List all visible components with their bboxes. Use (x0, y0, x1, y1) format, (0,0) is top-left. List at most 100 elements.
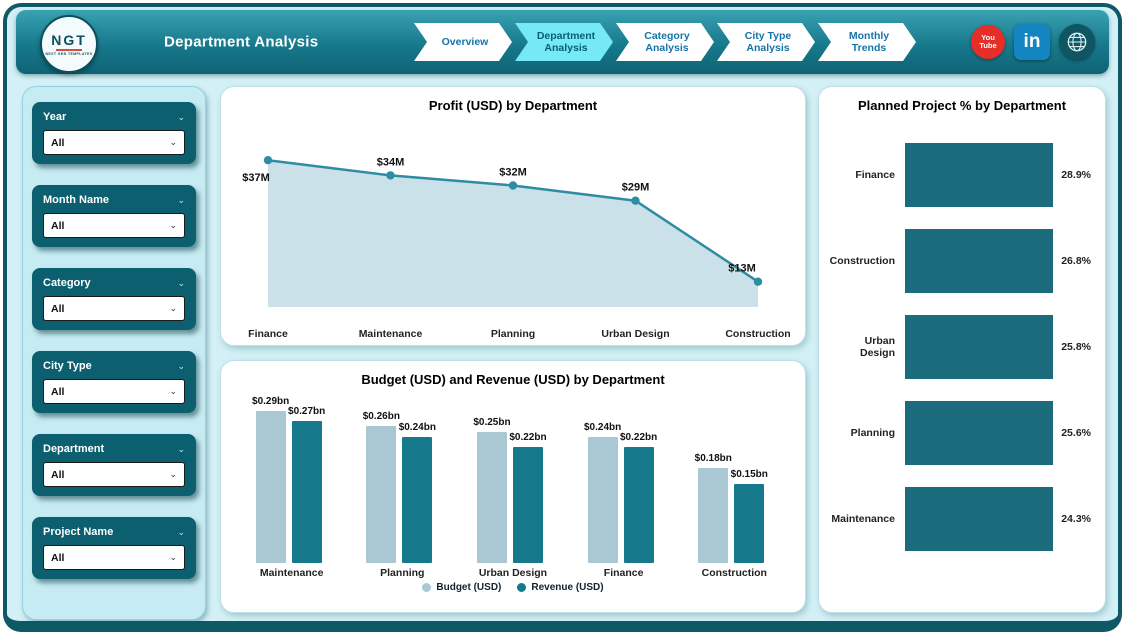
nav-tab-overview[interactable]: Overview (414, 23, 512, 61)
data-point[interactable] (753, 277, 763, 286)
budget-value-label: $0.26bn (362, 411, 400, 422)
revenue-bar[interactable] (623, 447, 654, 563)
filter-dropdown[interactable]: All ⌄ (43, 296, 185, 321)
revenue-value-label: $0.22bn (620, 432, 658, 443)
planned-project-chart-card: Planned Project % by Department Finance 2… (818, 86, 1106, 613)
legend-label: Budget (USD) (436, 582, 502, 593)
planned-percent-bar[interactable] (905, 315, 1054, 379)
filter-dropdown[interactable]: All ⌄ (43, 462, 185, 487)
youtube-icon[interactable]: You Tube (971, 25, 1005, 59)
logo-subtext: NEXT GEN TEMPLATES (45, 51, 93, 56)
nav-tab-city-type-analysis[interactable]: City Type Analysis (717, 23, 815, 61)
budget-bar[interactable] (255, 411, 286, 563)
filter-label: Category (43, 277, 91, 289)
filter-label: Month Name (43, 194, 109, 206)
nav-tab-label: City Type Analysis (744, 29, 792, 54)
legend-swatch-icon (422, 583, 432, 592)
nav-tab-label: Department Analysis (536, 29, 596, 54)
collapse-chevron-icon[interactable]: ⌄ (177, 194, 185, 205)
planned-percent-bar[interactable] (905, 401, 1054, 465)
x-axis-label: Maintenance (359, 328, 423, 340)
bar-group-maintenance: $0.29bn $0.27bn Maintenance (242, 389, 342, 579)
budget-revenue-bar-chart: $0.29bn $0.27bn Maintenance $0.26bn $0.24bn P… (231, 389, 795, 579)
data-point[interactable] (631, 196, 640, 205)
bar-group-construction: $0.18bn $0.15bn Construction (684, 389, 784, 579)
hbar-row-urban-design: Urban Design 25.8% (829, 315, 1091, 379)
filter-dropdown[interactable]: All ⌄ (43, 130, 185, 155)
filter-selected-value: All (51, 468, 65, 481)
x-axis-label: Construction (701, 567, 767, 579)
filter-dropdown[interactable]: All ⌄ (43, 545, 185, 570)
globe-glyph (1067, 32, 1087, 52)
dropdown-chevron-icon: ⌄ (169, 552, 177, 562)
profit-area-chart[interactable]: $37M Finance $34M Maintenance $32M Planning $2… (233, 115, 793, 345)
legend-swatch-icon (517, 583, 527, 592)
collapse-chevron-icon[interactable]: ⌄ (177, 360, 185, 371)
filter-dropdown[interactable]: All ⌄ (43, 213, 185, 238)
x-axis-label: Maintenance (259, 567, 324, 579)
collapse-chevron-icon[interactable]: ⌄ (177, 111, 185, 122)
revenue-bar[interactable] (291, 421, 322, 563)
budget-bar[interactable] (366, 426, 397, 563)
y-axis-label: Planning (850, 427, 895, 439)
linkedin-icon[interactable]: in (1014, 24, 1050, 60)
bar-value-label: 25.8% (1061, 341, 1091, 353)
budget-bar[interactable] (587, 437, 618, 563)
filter-selected-value: All (51, 219, 65, 232)
data-point[interactable] (263, 156, 273, 165)
revenue-bar[interactable] (512, 447, 543, 563)
data-point-label: $37M (242, 172, 270, 184)
x-axis-label: Finance (603, 567, 644, 579)
nav-arrows: Overview Department Analysis Category Anal… (414, 23, 916, 61)
data-point-label: $29M (622, 182, 650, 194)
budget-revenue-chart-title: Budget (USD) and Revenue (USD) by Depart… (361, 372, 665, 387)
budget-value-label: $0.25bn (473, 417, 511, 428)
bar-group-planning: $0.26bn $0.24bn Planning (352, 389, 452, 579)
data-point[interactable] (508, 181, 518, 190)
nav-tab-category-analysis[interactable]: Category Analysis (616, 23, 714, 61)
youtube-text-bottom: Tube (979, 41, 997, 50)
legend-item[interactable]: Revenue (USD) (517, 582, 604, 593)
filter-category: Category ⌄ All ⌄ (32, 268, 196, 330)
globe-icon[interactable] (1059, 24, 1095, 60)
x-axis-label: Urban Design (601, 328, 669, 340)
linkedin-glyph: in (1023, 31, 1041, 52)
legend-item[interactable]: Budget (USD) (422, 582, 501, 593)
planned-percent-bar[interactable] (905, 143, 1054, 207)
revenue-bar[interactable] (734, 484, 765, 563)
budget-bar[interactable] (698, 468, 729, 563)
filter-department: Department ⌄ All ⌄ (32, 434, 196, 496)
revenue-bar[interactable] (402, 437, 433, 563)
hbar-row-construction: Construction 26.8% (829, 229, 1091, 293)
bar-value-label: 25.6% (1061, 427, 1091, 439)
revenue-value-label: $0.15bn (730, 469, 768, 480)
budget-value-label: $0.29bn (252, 396, 290, 407)
data-point[interactable] (386, 171, 395, 180)
nav-tab-monthly-trends[interactable]: Monthly Trends (818, 23, 916, 61)
planned-percent-bar[interactable] (905, 229, 1054, 293)
bar-group-urban-design: $0.25bn $0.22bn Urban Design (463, 389, 563, 579)
y-axis-label: Maintenance (831, 513, 895, 525)
bar-value-label: 28.9% (1061, 169, 1091, 181)
nav-tab-label: Category Analysis (644, 29, 690, 54)
filter-selected-value: All (51, 551, 65, 564)
data-point-label: $32M (499, 167, 527, 179)
planned-percent-bar[interactable] (905, 487, 1054, 551)
collapse-chevron-icon[interactable]: ⌄ (177, 526, 185, 537)
data-point-label: $34M (377, 156, 405, 168)
x-axis-label: Planning (491, 328, 535, 340)
budget-bar[interactable] (476, 432, 507, 563)
collapse-chevron-icon[interactable]: ⌄ (177, 443, 185, 454)
budget-value-label: $0.24bn (584, 422, 622, 433)
filter-dropdown[interactable]: All ⌄ (43, 379, 185, 404)
planned-project-bar-chart: Finance 28.9% Construction 26.8% Urban Desig… (829, 143, 1091, 551)
x-axis-label: Planning (380, 567, 425, 579)
nav-tab-department-analysis[interactable]: Department Analysis (515, 23, 613, 61)
x-axis-label: Finance (248, 328, 288, 340)
legend-label: Revenue (USD) (531, 582, 604, 593)
collapse-chevron-icon[interactable]: ⌄ (177, 277, 185, 288)
logo-accent-line (56, 48, 82, 51)
bar-value-label: 26.8% (1061, 255, 1091, 267)
revenue-value-label: $0.24bn (398, 422, 436, 433)
dropdown-chevron-icon: ⌄ (169, 137, 177, 147)
